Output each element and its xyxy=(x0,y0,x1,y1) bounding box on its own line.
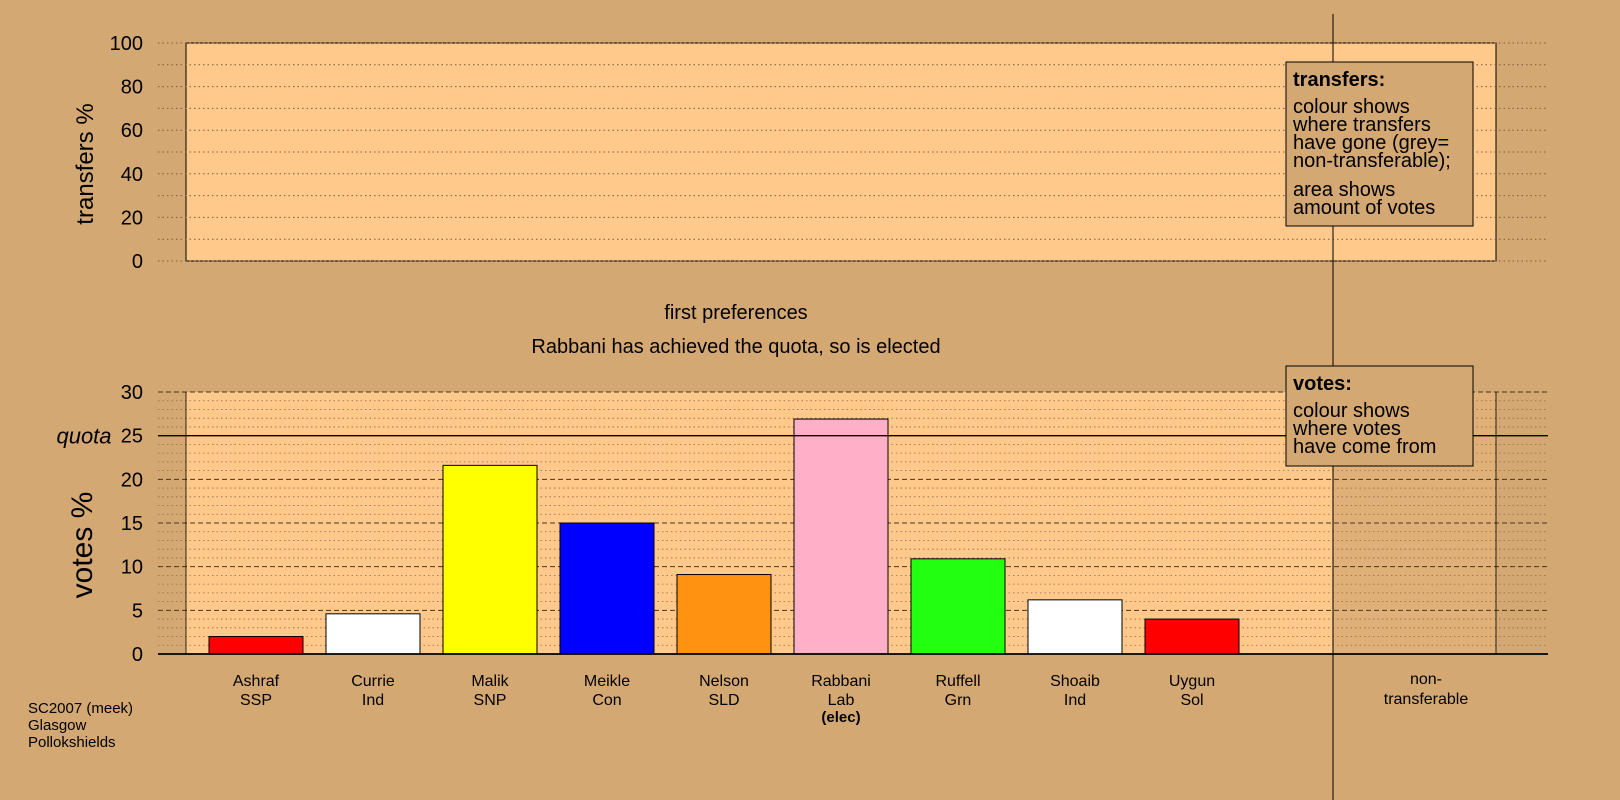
candidate-party: Ind xyxy=(362,692,384,709)
quota-label: quota xyxy=(56,424,111,449)
candidate-name: Currie xyxy=(351,673,395,690)
footer-line1: SC2007 (meek) xyxy=(28,700,133,717)
candidate-party: SSP xyxy=(240,692,272,709)
votes-tick-label: 15 xyxy=(121,513,143,535)
bar-ashraf xyxy=(208,636,304,655)
votes-y-axis-ticks: 0 5 10 15 20 25 30 xyxy=(121,382,143,666)
votes-legend-box xyxy=(1285,365,1474,467)
transfers-legend-line: non-transferable); xyxy=(1293,150,1451,172)
transfers-legend-line: where transfers xyxy=(1292,114,1431,136)
candidate-party: Sol xyxy=(1180,692,1203,709)
bar-meikle xyxy=(559,522,655,655)
nontransferable-label-line1: non- xyxy=(1410,671,1442,688)
candidate-name: Rabbani xyxy=(811,673,871,690)
votes-y-axis-label: votes % xyxy=(66,492,99,599)
votes-tick-label: 25 xyxy=(121,426,143,448)
candidate-party: Ind xyxy=(1064,692,1086,709)
candidate-name: Ruffell xyxy=(935,673,980,690)
candidate-party: Grn xyxy=(945,692,972,709)
transfers-legend-line: area shows xyxy=(1293,179,1395,201)
votes-legend-line: where votes xyxy=(1292,418,1401,440)
bar-shoaib xyxy=(1027,599,1123,655)
transfers-legend-line: amount of votes xyxy=(1293,197,1435,219)
votes-tick-label: 0 xyxy=(132,644,143,666)
transfers-tick-label: 0 xyxy=(132,251,143,273)
bar-currie xyxy=(325,613,421,655)
candidate-name: Shoaib xyxy=(1050,673,1100,690)
transfers-y-axis-ticks: 0 20 40 60 80 100 xyxy=(110,33,143,273)
bar-uygun xyxy=(1144,618,1240,655)
candidate-name: Uygun xyxy=(1169,673,1215,690)
transfers-legend: transfers: colour shows where transfers … xyxy=(1285,61,1474,227)
transfers-legend-line: colour shows xyxy=(1293,96,1410,118)
transfers-plot-area xyxy=(185,42,1497,262)
status-message: Rabbani has achieved the quota, so is el… xyxy=(531,336,940,358)
candidate-party: Con xyxy=(592,692,621,709)
candidate-name: Malik xyxy=(471,673,509,690)
candidate-party: SNP xyxy=(474,692,507,709)
votes-tick-label: 5 xyxy=(132,600,143,622)
candidate-status: (elec) xyxy=(821,709,860,726)
candidate-name: Meikle xyxy=(584,673,630,690)
candidate-name: Nelson xyxy=(699,673,749,690)
bar-ruffell xyxy=(910,558,1006,655)
votes-legend-title: votes: xyxy=(1293,373,1352,395)
transfers-tick-label: 60 xyxy=(121,120,143,142)
votes-bars xyxy=(208,418,1240,655)
candidate-party: Lab xyxy=(828,692,855,709)
transfers-tick-label: 20 xyxy=(121,207,143,229)
nontransferable-label-line2: transferable xyxy=(1384,691,1469,708)
votes-legend-line: colour shows xyxy=(1293,400,1410,422)
votes-panel: 0 5 10 15 20 25 30 Ashraf SSP Currie Ind Malik SNP M… xyxy=(56,382,1548,726)
votes-tick-label: 30 xyxy=(121,382,143,404)
transfers-tick-label: 100 xyxy=(110,33,143,55)
transfers-legend-line: have gone (grey= xyxy=(1293,132,1449,154)
transfers-y-axis-label: transfers % xyxy=(72,103,99,224)
transfers-tick-label: 80 xyxy=(121,77,143,99)
bar-malik xyxy=(442,464,538,655)
candidate-labels: Ashraf SSP Currie Ind Malik SNP Meikle Con Nelso… xyxy=(233,673,1215,726)
votes-legend: votes: colour shows where votes have com… xyxy=(1285,365,1474,467)
candidate-party: SLD xyxy=(708,692,739,709)
stage-label: first preferences xyxy=(664,302,807,324)
transfers-panel: 0 20 40 60 80 100 transfers % xyxy=(72,33,1548,273)
transfers-tick-label: 40 xyxy=(121,164,143,186)
votes-tick-label: 20 xyxy=(121,469,143,491)
bar-rabbani xyxy=(793,418,889,655)
transfers-legend-box xyxy=(1285,61,1474,227)
footer-line3: Pollokshields xyxy=(28,734,116,751)
footer-line2: Glasgow xyxy=(28,717,87,734)
candidate-name: Ashraf xyxy=(233,673,280,690)
votes-legend-line: have come from xyxy=(1293,436,1436,458)
bar-nelson xyxy=(676,574,772,655)
transfers-legend-title: transfers: xyxy=(1293,69,1385,91)
votes-tick-label: 10 xyxy=(121,557,143,579)
